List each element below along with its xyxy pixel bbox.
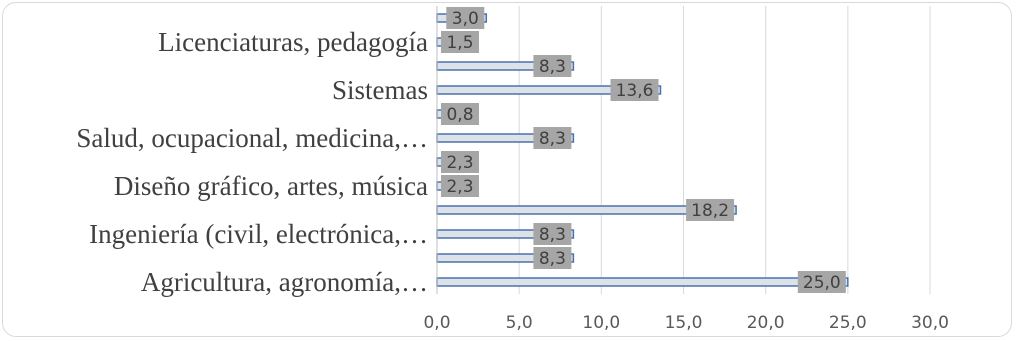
category-label: Ingeniería (civil, electrónica,…: [89, 219, 428, 249]
data-label-box: [441, 103, 479, 125]
category-label: Licenciaturas, pedagogía: [158, 27, 428, 57]
x-tick-labels: 0,0 5,0 10,0 15,0 20,0 25,0 30,0: [423, 313, 948, 333]
x-tick-label: 20,0: [747, 313, 785, 333]
data-label-box: [441, 175, 479, 197]
x-tick-label: 0,0: [423, 313, 450, 333]
category-label: Sistemas: [332, 75, 428, 105]
data-label-box: [533, 127, 572, 149]
data-label-box: [686, 199, 735, 221]
data-labels: 25,0 8,3 8,3 18,2 2,3 2,3 8,3 0,8 13,6 8,3 1,5 3,0: [441, 7, 846, 293]
data-label: 0,8: [446, 105, 473, 125]
x-tick-label: 5,0: [506, 313, 533, 333]
data-label-box: [441, 151, 479, 173]
x-tick-label: 10,0: [582, 313, 620, 333]
data-label-box: [446, 7, 485, 29]
data-label-box: [610, 79, 659, 101]
data-label: 8,3: [539, 129, 566, 149]
data-label: 3,0: [452, 9, 479, 29]
data-label: 8,3: [539, 249, 566, 269]
x-gridlines: [436, 6, 931, 294]
category-label: Salud, ocupacional, medicina,…: [76, 123, 428, 153]
data-label: 1,5: [446, 33, 473, 53]
data-label: 25,0: [803, 273, 841, 293]
data-label: 2,3: [446, 177, 473, 197]
data-label: 8,3: [539, 57, 566, 77]
category-label: Agricultura, agronomía,…: [141, 267, 428, 297]
bar: [436, 277, 849, 287]
data-label-box: [441, 31, 479, 53]
category-label: Diseño gráfico, artes, música: [114, 171, 428, 201]
category-labels: Agricultura, agronomía,… Ingeniería (civi…: [76, 27, 428, 297]
data-label: 2,3: [446, 153, 473, 173]
data-label-box: [533, 55, 572, 77]
data-label-box: [533, 247, 572, 269]
data-label: 13,6: [616, 81, 654, 101]
data-label-box: [797, 271, 846, 293]
data-label-box: [533, 223, 572, 245]
x-tick-label: 30,0: [911, 313, 949, 333]
data-label: 18,2: [691, 201, 729, 221]
data-label: 8,3: [539, 225, 566, 245]
bar-series: [436, 13, 849, 287]
x-tick-label: 25,0: [829, 313, 867, 333]
x-tick-label: 15,0: [665, 313, 703, 333]
